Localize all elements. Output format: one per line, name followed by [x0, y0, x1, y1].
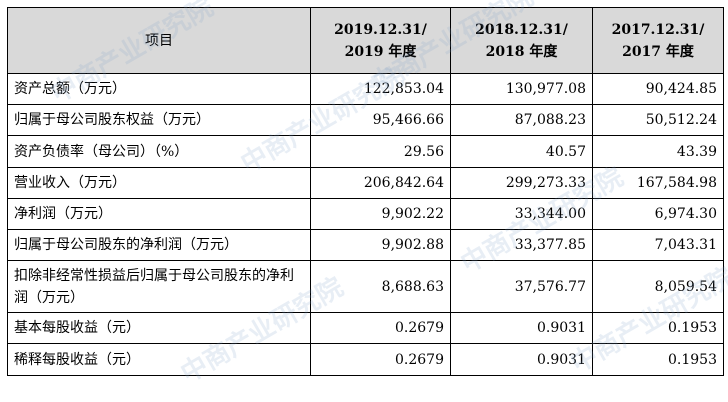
table-row: 营业收入（万元） 206,842.64 299,273.33 167,584.9…: [7, 167, 724, 199]
header-col-2017-line2: 2017 年度: [622, 43, 694, 60]
cell-2019: 206,842.64: [310, 167, 451, 199]
table-row: 稀释每股收益（元） 0.2679 0.9031 0.1953: [7, 343, 724, 376]
cell-2019: 29.56: [310, 135, 451, 168]
header-col-2017: 2017.12.31/ 2017 年度: [592, 7, 724, 74]
row-label: 归属于母公司股东权益（万元）: [7, 104, 311, 136]
cell-2018: 0.9031: [450, 343, 593, 376]
table-row: 资产总额（万元） 122,853.04 130,977.08 90,424.85: [7, 73, 724, 105]
cell-2018: 299,273.33: [450, 167, 593, 199]
cell-2019: 9,902.22: [310, 198, 451, 230]
table-row: 资产负债率（母公司）（%） 29.56 40.57 43.39: [7, 135, 724, 168]
cell-2017: 6,974.30: [592, 198, 724, 230]
header-col-2019-line2: 2019 年度: [344, 43, 417, 60]
header-col-2018: 2018.12.31/ 2018 年度: [450, 7, 593, 74]
row-label: 稀释每股收益（元）: [7, 343, 311, 376]
row-label: 基本每股收益（元）: [7, 312, 311, 344]
cell-2017: 0.1953: [592, 343, 724, 376]
cell-2017: 50,512.24: [592, 104, 724, 136]
header-col-2019: 2019.12.31/ 2019 年度: [310, 7, 451, 74]
table-row: 归属于母公司股东权益（万元） 95,466.66 87,088.23 50,51…: [7, 104, 724, 136]
header-col-2017-line1: 2017.12.31/: [611, 21, 705, 38]
row-label: 扣除非经常性损益后归属于母公司股东的净利润（万元）: [7, 260, 311, 313]
table-header-row: 项目 2019.12.31/ 2019 年度 2018.12.31/ 2018 …: [7, 7, 724, 74]
row-label: 净利润（万元）: [7, 198, 311, 230]
row-label: 资产总额（万元）: [7, 73, 311, 105]
row-label: 归属于母公司股东的净利润（万元）: [7, 229, 311, 261]
cell-2017: 90,424.85: [592, 73, 724, 105]
cell-2018: 33,377.85: [450, 229, 593, 261]
table-row: 基本每股收益（元） 0.2679 0.9031 0.1953: [7, 312, 724, 344]
cell-2019: 9,902.88: [310, 229, 451, 261]
financial-table: 项目 2019.12.31/ 2019 年度 2018.12.31/ 2018 …: [7, 7, 724, 376]
cell-2018: 0.9031: [450, 312, 593, 344]
table-row: 归属于母公司股东的净利润（万元） 9,902.88 33,377.85 7,04…: [7, 229, 724, 261]
cell-2017: 167,584.98: [592, 167, 724, 199]
cell-2018: 37,576.77: [450, 260, 593, 313]
cell-2017: 8,059.54: [592, 260, 724, 313]
cell-2017: 43.39: [592, 135, 724, 168]
table-row: 净利润（万元） 9,902.22 33,344.00 6,974.30: [7, 198, 724, 230]
cell-2018: 40.57: [450, 135, 593, 168]
cell-2018: 130,977.08: [450, 73, 593, 105]
cell-2017: 7,043.31: [592, 229, 724, 261]
cell-2017: 0.1953: [592, 312, 724, 344]
cell-2019: 122,853.04: [310, 73, 451, 105]
table-row: 扣除非经常性损益后归属于母公司股东的净利润（万元） 8,688.63 37,57…: [7, 260, 724, 313]
cell-2019: 0.2679: [310, 343, 451, 376]
row-label: 营业收入（万元）: [7, 167, 311, 199]
header-col-2018-line1: 2018.12.31/: [475, 21, 568, 38]
row-label: 资产负债率（母公司）（%）: [7, 135, 311, 168]
header-col-2018-line2: 2018 年度: [485, 43, 558, 60]
financial-table-container: 项目 2019.12.31/ 2019 年度 2018.12.31/ 2018 …: [7, 7, 724, 376]
cell-2019: 95,466.66: [310, 104, 451, 136]
cell-2019: 0.2679: [310, 312, 451, 344]
cell-2019: 8,688.63: [310, 260, 451, 313]
cell-2018: 33,344.00: [450, 198, 593, 230]
cell-2018: 87,088.23: [450, 104, 593, 136]
header-item: 项目: [7, 7, 311, 74]
header-col-2019-line1: 2019.12.31/: [334, 21, 427, 38]
